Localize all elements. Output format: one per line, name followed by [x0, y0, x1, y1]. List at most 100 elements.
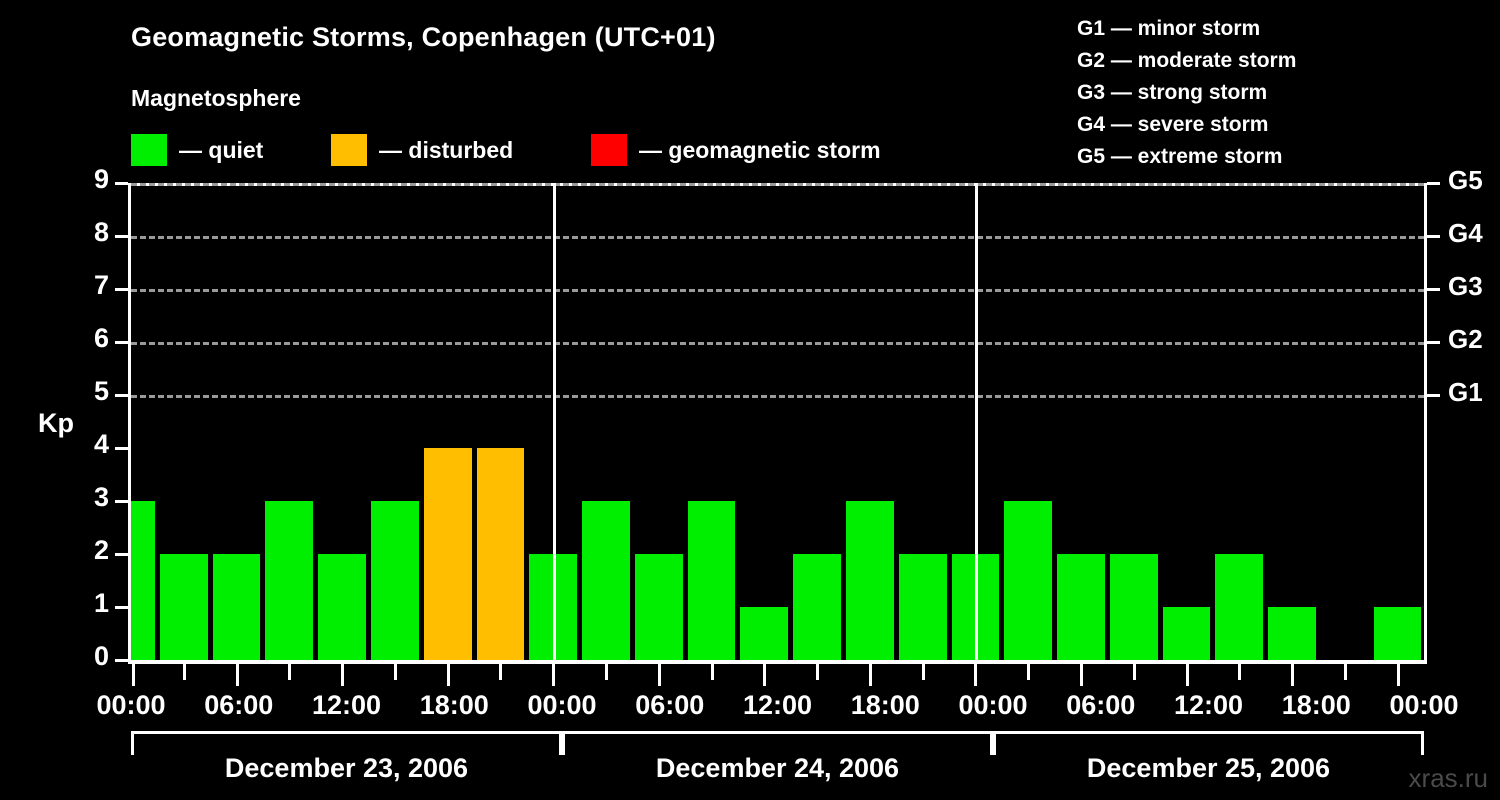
- x-axis-label-8: 00:00: [958, 690, 1028, 720]
- day-separator-2: [975, 183, 979, 660]
- right-tick-G3: [1427, 288, 1440, 291]
- y-tick-0: [115, 659, 128, 662]
- plot-area: [128, 183, 1427, 663]
- y-tick-label-3: 3: [93, 482, 109, 512]
- g-scale-item-5: G5 — extreme storm: [1077, 145, 1283, 168]
- right-tick-label-G3: G3: [1448, 271, 1483, 301]
- y-tick-8: [115, 235, 128, 238]
- right-tick-label-G1: G1: [1448, 377, 1483, 407]
- gridline-kp-7: [131, 289, 1424, 292]
- x-axis-label-12: 00:00: [1389, 690, 1459, 720]
- right-tick-label-G4: G4: [1448, 218, 1483, 248]
- day-label-1: December 23, 2006: [224, 753, 469, 783]
- right-tick-G1: [1427, 394, 1440, 397]
- y-tick-label-6: 6: [93, 323, 109, 353]
- x-tick-22: [1291, 664, 1295, 686]
- y-tick-4: [115, 447, 128, 450]
- x-tick-7: [499, 664, 503, 680]
- y-tick-6: [115, 341, 128, 344]
- chart-subtitle: Magnetosphere: [131, 85, 301, 111]
- x-axis-label-10: 12:00: [1173, 690, 1244, 720]
- x-axis-label-1: 06:00: [204, 690, 274, 720]
- y-tick-9: [115, 182, 128, 185]
- x-axis-label-3: 18:00: [419, 690, 489, 720]
- bar-24: [1373, 607, 1422, 660]
- x-tick-16: [974, 664, 978, 686]
- bar-2: [212, 554, 261, 660]
- gridline-kp-6: [131, 342, 1424, 345]
- x-tick-12: [763, 664, 767, 686]
- bar-19: [1109, 554, 1158, 660]
- y-tick-5: [115, 394, 128, 397]
- day-label-3: December 25, 2006: [1086, 753, 1331, 783]
- x-tick-3: [288, 664, 292, 680]
- y-tick-label-5: 5: [93, 376, 109, 406]
- x-axis-label-4: 00:00: [527, 690, 597, 720]
- x-tick-4: [341, 664, 345, 686]
- legend-swatch-disturbed: [331, 134, 367, 166]
- x-axis-label-9: 06:00: [1066, 690, 1136, 720]
- x-axis-label-11: 18:00: [1281, 690, 1351, 720]
- x-tick-10: [657, 664, 661, 686]
- gridline-kp-8: [131, 236, 1424, 239]
- y-tick-label-0: 0: [93, 641, 109, 671]
- plot-border-right: [1424, 183, 1427, 663]
- y-tick-label-4: 4: [93, 429, 109, 459]
- plot-border-left: [128, 183, 131, 663]
- bar-17: [1004, 501, 1053, 660]
- day-bracket-1: [131, 731, 562, 755]
- legend-label-quiet: — quiet: [179, 136, 264, 163]
- x-axis-label-6: 12:00: [742, 690, 813, 720]
- x-tick-14: [868, 664, 872, 686]
- gridline-kp-9: [131, 183, 1424, 186]
- y-tick-label-2: 2: [93, 535, 109, 565]
- x-tick-17: [1027, 664, 1031, 680]
- x-axis-label-2: 12:00: [311, 690, 382, 720]
- y-tick-label-1: 1: [93, 588, 109, 618]
- g-scale-item-3: G3 — strong storm: [1077, 81, 1268, 104]
- page-title: Geomagnetic Storms, Copenhagen (UTC+01): [131, 22, 716, 52]
- bar-6: [423, 448, 472, 660]
- right-tick-label-G5: G5: [1448, 165, 1483, 195]
- bar-22: [1268, 607, 1316, 660]
- legend-swatch-quiet: [131, 134, 167, 166]
- y-tick-3: [115, 500, 128, 503]
- y-tick-label-8: 8: [93, 217, 109, 247]
- bar-14: [845, 501, 894, 660]
- x-tick-1: [182, 664, 186, 680]
- right-tick-G4: [1427, 235, 1440, 238]
- bar-12: [740, 607, 789, 660]
- day-separator-1: [553, 183, 557, 660]
- x-tick-2: [235, 664, 239, 686]
- right-tick-G5: [1427, 182, 1440, 185]
- legend-label-geomagnetic-storm: — geomagnetic storm: [639, 136, 881, 163]
- y-tick-7: [115, 288, 128, 291]
- x-axis-label-0: 00:00: [96, 690, 166, 720]
- x-tick-9: [604, 664, 608, 680]
- x-tick-0: [132, 664, 135, 686]
- bar-0: [131, 501, 155, 660]
- y-tick-label-7: 7: [93, 270, 109, 300]
- legend-label-disturbed: — disturbed: [379, 136, 514, 163]
- x-tick-6: [446, 664, 450, 686]
- g-scale-legend: G1 — minor storm G2 — moderate storm G3 — …: [1077, 13, 1296, 173]
- watermark: xras.ru: [1408, 763, 1488, 793]
- y-tick-label-9: 9: [93, 164, 109, 194]
- x-axis-label-5: 06:00: [635, 690, 705, 720]
- day-bracket-2: [562, 731, 993, 755]
- x-tick-24: [1396, 664, 1400, 686]
- bar-1: [159, 554, 208, 660]
- right-tick-G2: [1427, 341, 1440, 344]
- bar-8: [529, 554, 578, 660]
- legend-entry-geomagnetic-storm: — geomagnetic storm: [591, 133, 881, 167]
- x-tick-15: [921, 664, 925, 680]
- x-tick-8: [552, 664, 556, 686]
- x-tick-11: [710, 664, 714, 680]
- x-tick-19: [1132, 664, 1136, 680]
- g-scale-item-1: G1 — minor storm: [1077, 17, 1261, 40]
- bar-9: [582, 501, 630, 660]
- x-tick-13: [816, 664, 820, 680]
- x-tick-18: [1079, 664, 1083, 686]
- legend-entry-quiet: — quiet: [131, 133, 263, 167]
